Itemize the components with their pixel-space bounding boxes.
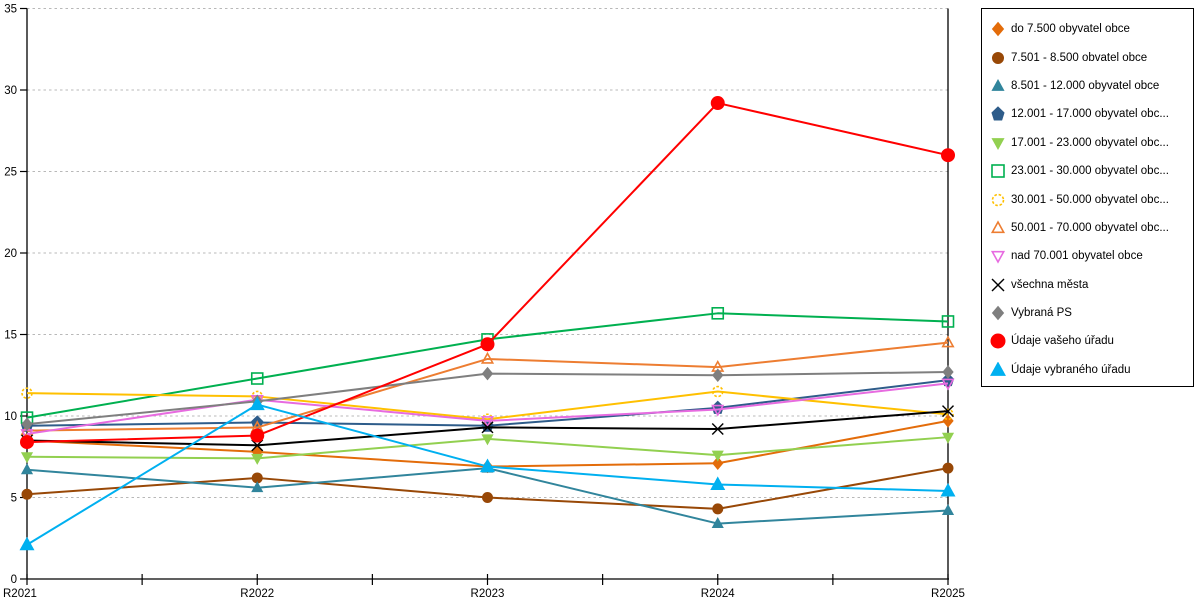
svg-text:10: 10 xyxy=(4,411,17,423)
legend-label: Údaje vybraného úřadu xyxy=(1011,363,1131,376)
legend-item-12[interactable]: Údaje vašeho úřadu xyxy=(990,327,1193,355)
legend-label: do 7.500 obyvatel obce xyxy=(1011,23,1130,36)
legend-item-4[interactable]: 12.001 - 17.000 obyvatel obc... xyxy=(990,100,1193,128)
circle-marker-icon xyxy=(992,51,1004,64)
legend-item-7[interactable]: 30.001 - 50.000 obyvatel obc... xyxy=(990,185,1193,213)
circle-marker-icon xyxy=(990,333,1006,349)
legend-item-3[interactable]: 8.501 - 12.000 obyvatel obce xyxy=(990,72,1193,100)
legend-label: 12.001 - 17.000 obyvatel obc... xyxy=(1011,108,1169,121)
series-6 xyxy=(20,307,955,424)
legend-item-2[interactable]: 7.501 - 8.500 obvatel obce xyxy=(990,43,1193,71)
svg-text:30: 30 xyxy=(4,85,17,97)
series-12 xyxy=(20,96,955,450)
svg-text:R2022: R2022 xyxy=(240,588,274,600)
legend-label: 7.501 - 8.500 obvatel obce xyxy=(1011,51,1148,64)
svg-text:R2025: R2025 xyxy=(931,588,965,600)
legend-item-8[interactable]: 50.001 - 70.000 obyvatel obc... xyxy=(990,214,1193,242)
series-4 xyxy=(20,372,955,432)
legend-item-9[interactable]: nad 70.001 obyvatel obce xyxy=(990,242,1193,270)
legend-label: nad 70.001 obyvatel obce xyxy=(1011,250,1143,263)
legend-item-1[interactable]: do 7.500 obyvatel obce xyxy=(990,15,1193,43)
legend-label: 50.001 - 70.000 obyvatel obc... xyxy=(1011,221,1169,234)
triangle-up-marker-icon xyxy=(991,78,1005,91)
legend-label: 23.001 - 30.000 obyvatel obc... xyxy=(1011,165,1169,178)
legend-item-6[interactable]: 23.001 - 30.000 obyvatel obc... xyxy=(990,157,1193,185)
series-7 xyxy=(21,385,954,426)
square-marker-icon xyxy=(991,164,1005,178)
legend-label: 8.501 - 12.000 obyvatel obce xyxy=(1011,79,1160,92)
triangle-down-marker-icon xyxy=(990,251,1006,264)
svg-text:25: 25 xyxy=(4,167,17,179)
triangle-up-marker-icon xyxy=(990,220,1006,234)
legend-label: 30.001 - 50.000 obyvatel obc... xyxy=(1011,193,1169,206)
svg-text:R2024: R2024 xyxy=(701,588,735,600)
svg-text:20: 20 xyxy=(4,248,17,260)
svg-text:R2023: R2023 xyxy=(471,588,505,600)
triangle-up-marker-icon xyxy=(990,361,1006,376)
svg-text:R2021: R2021 xyxy=(3,588,37,600)
chart-legend: do 7.500 obyvatel obce 7.501 - 8.500 obva… xyxy=(981,8,1194,387)
svg-text:35: 35 xyxy=(4,4,17,16)
diamond-marker-icon xyxy=(991,21,1005,37)
legend-label: 17.001 - 23.000 obyvatel obc... xyxy=(1011,136,1169,149)
circle-marker-icon xyxy=(991,193,1005,206)
legend-label: Údaje vašeho úřadu xyxy=(1011,335,1114,348)
triangle-down-marker-icon xyxy=(991,137,1005,150)
legend-label: Vybraná PS xyxy=(1011,307,1072,320)
pentagon-marker-icon xyxy=(991,106,1005,121)
legend-item-10[interactable]: všechna města xyxy=(990,271,1193,299)
legend-item-5[interactable]: 17.001 - 23.000 obyvatel obc... xyxy=(990,129,1193,157)
x-axis-ticks: R2021 R2022 R2023 R2024 R2025 xyxy=(3,574,965,600)
series-13 xyxy=(19,396,956,551)
legend-item-11[interactable]: Vybraná PS xyxy=(990,299,1193,327)
legend-label: všechna města xyxy=(1011,278,1089,291)
legend-item-13[interactable]: Údaje vybraného úřadu xyxy=(990,356,1193,384)
x-marker-icon xyxy=(991,278,1005,292)
y-axis-ticks: 0 5 10 15 20 25 30 35 xyxy=(4,4,27,586)
svg-text:15: 15 xyxy=(4,330,17,342)
svg-text:0: 0 xyxy=(11,574,17,586)
series-5 xyxy=(20,432,955,465)
diamond-marker-icon xyxy=(991,305,1005,321)
svg-text:5: 5 xyxy=(11,493,17,505)
